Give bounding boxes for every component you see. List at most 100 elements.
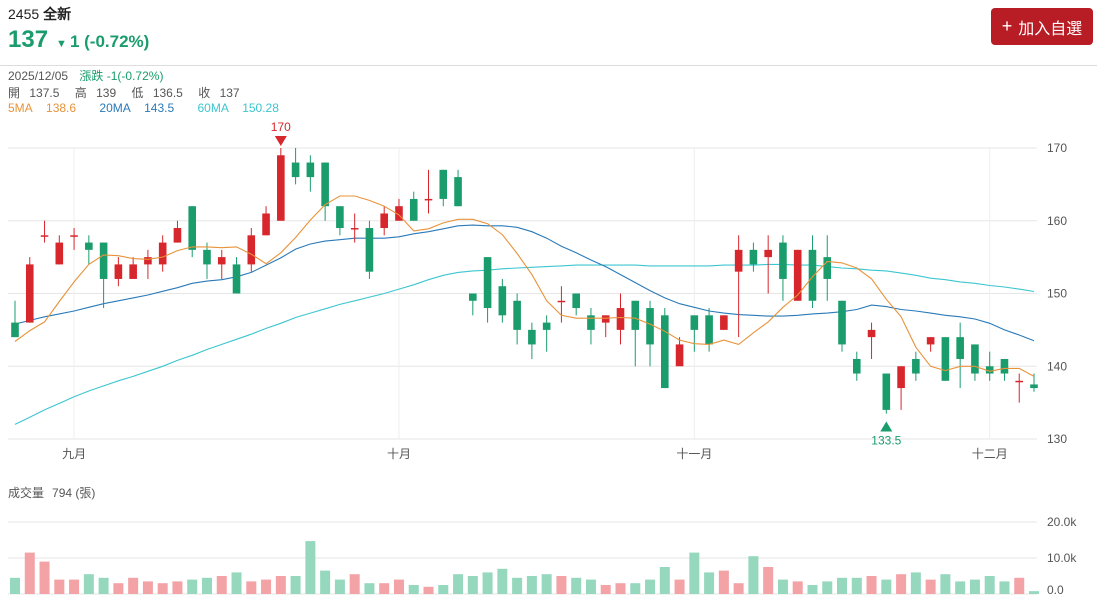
volume-header: 成交量 794 (張) [8, 484, 95, 501]
volume-bar [822, 581, 833, 594]
ma60-legend: 60MA 150.28 [197, 101, 279, 115]
candle [350, 213, 359, 243]
volume-bar [881, 579, 892, 594]
candle [217, 249, 226, 279]
candle [365, 220, 374, 279]
candle [926, 337, 935, 352]
info-date: 2025/12/05 [8, 69, 69, 83]
candle-body [409, 198, 418, 221]
volume-bar [393, 579, 404, 594]
candle [439, 169, 448, 207]
candle-body [705, 315, 713, 345]
volume-bar [379, 583, 390, 594]
volume-bar [39, 561, 50, 594]
candle-body [1000, 358, 1009, 374]
candle [572, 293, 580, 316]
candle-body [114, 264, 123, 279]
price-grid: 170 160 150 140 130 九月 十月 十一月 十二月 [8, 141, 1067, 461]
candle [852, 351, 861, 381]
volume-bar [910, 572, 921, 594]
x-tick-label: 十一月 [676, 447, 712, 461]
candle [336, 206, 344, 236]
volume-bar [659, 567, 670, 594]
candle [129, 257, 137, 279]
volume-bar [615, 583, 626, 594]
candle [867, 322, 876, 359]
volume-bar [305, 541, 316, 594]
candle-body [882, 373, 891, 410]
volume-bar [467, 576, 478, 594]
ma60-line [14, 263, 1035, 425]
price-tick-label: 150 [1047, 287, 1067, 301]
stock-code: 2455 [8, 6, 40, 22]
candle [40, 220, 49, 243]
candle-body [454, 177, 462, 207]
candle [912, 351, 920, 381]
x-tick-label: 十月 [387, 447, 411, 461]
ma5-line [14, 195, 1035, 377]
candle-body [232, 264, 241, 294]
candle [897, 366, 905, 410]
candle-body [55, 242, 64, 265]
candle-body [321, 162, 329, 207]
volume-bar [438, 585, 449, 594]
candle [409, 191, 418, 221]
ma5-legend: 5MA 138.6 [8, 101, 77, 115]
candle-body [646, 308, 654, 345]
candle-body [587, 315, 595, 330]
down-arrow-icon: ▼ [56, 38, 67, 50]
x-tick-label: 九月 [62, 447, 86, 461]
low-marker-label: 133.5 [871, 434, 901, 448]
candle-body [380, 213, 389, 229]
candle-body [350, 228, 359, 230]
candle-body [572, 293, 580, 309]
candle-body [631, 300, 640, 330]
candle [690, 315, 699, 352]
candle-body [217, 257, 226, 265]
volume-bar [718, 570, 729, 594]
volume-bar [984, 576, 995, 594]
candle-body [40, 235, 49, 237]
volume-bar [526, 576, 537, 594]
ma20-legend: 20MA 143.5 [99, 101, 175, 115]
volume-bar [482, 572, 493, 594]
volume-tick-label: 20.0k [1047, 515, 1077, 529]
price-row: 137 ▼ 1 (-0.72%) [8, 26, 149, 54]
volume-bar [896, 574, 907, 594]
volume-bar [748, 556, 759, 594]
volume-bar [24, 552, 35, 594]
volume-bar [98, 577, 109, 594]
candle-body [720, 315, 728, 330]
candle-body [660, 315, 669, 389]
candle [11, 300, 19, 338]
candle [971, 344, 979, 381]
candle [941, 337, 950, 381]
candle-body [542, 322, 551, 330]
volume-bar [231, 572, 242, 594]
candle-body [793, 249, 802, 301]
candle-body [557, 300, 566, 303]
candle-body [971, 344, 979, 374]
volume-bar [157, 583, 168, 594]
candle-body [852, 358, 861, 374]
info-low: 低 136.5 [131, 86, 183, 100]
info-date-line: 2025/12/05 漲跌 -1(-0.72%) [8, 67, 163, 84]
candle [25, 257, 34, 323]
candle-body [956, 337, 964, 359]
candle [424, 169, 433, 214]
x-tick-label: 十二月 [972, 447, 1008, 461]
candle-body [912, 358, 920, 374]
candle-body [985, 366, 994, 374]
add-to-watchlist-button[interactable]: + 加入自選 [991, 8, 1093, 45]
candle [660, 308, 669, 389]
candle [513, 293, 521, 345]
add-to-watchlist-label: 加入自選 [1018, 20, 1083, 38]
volume-bar [349, 574, 360, 594]
price-change: ▼ 1 (-0.72%) [56, 32, 149, 52]
candle [483, 257, 492, 323]
candle [380, 206, 389, 236]
candle [793, 249, 802, 301]
candle-body [867, 329, 876, 338]
volume-bar [556, 576, 567, 594]
